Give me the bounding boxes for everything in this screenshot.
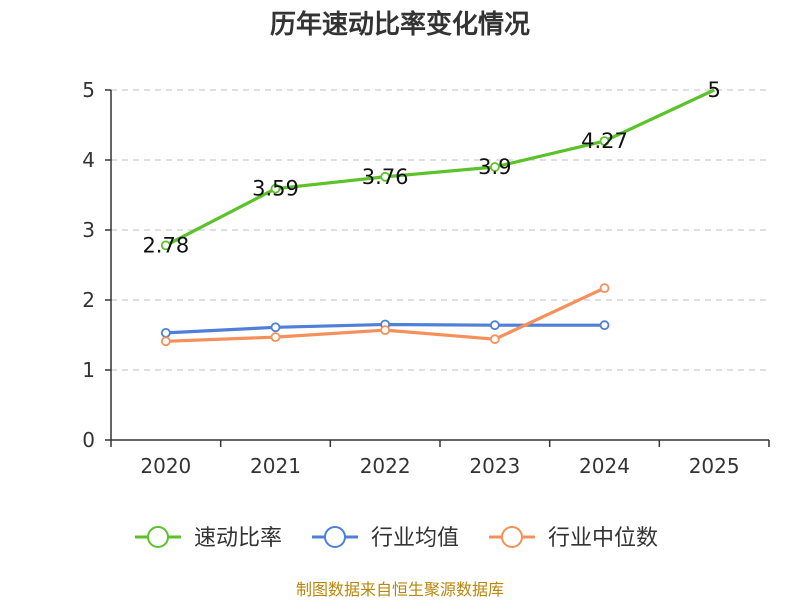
series-0-point — [270, 183, 281, 194]
series-2-point — [160, 336, 171, 347]
legend[interactable]: 速动比率 行业均值 行业中位数 — [135, 526, 658, 551]
series-2-point — [599, 283, 610, 294]
data-label: 3.59 — [252, 177, 299, 201]
y-tick-label: 1 — [82, 358, 95, 382]
y-tick-label: 0 — [82, 428, 95, 452]
x-tick-label: 2020 — [140, 454, 191, 478]
series-1-point — [599, 320, 610, 331]
series-2-point — [270, 332, 281, 343]
chart-title: 历年速动比率变化情况 — [270, 9, 530, 40]
x-tick-label: 2021 — [250, 454, 301, 478]
series-2-point — [489, 334, 500, 345]
data-label: 5 — [707, 78, 720, 102]
data-label: 3.9 — [478, 155, 511, 179]
y-tick-label: 5 — [82, 78, 95, 102]
data-label: 3.76 — [362, 165, 409, 189]
y-tick-label: 4 — [82, 148, 95, 172]
series-layer — [160, 88, 715, 347]
data-label: 4.27 — [581, 129, 628, 153]
series-0-point — [160, 240, 171, 251]
legend-item-2[interactable]: 行业中位数 — [489, 526, 658, 551]
series-1-point — [489, 320, 500, 331]
series-0-point — [380, 171, 391, 182]
legend-label: 行业均值 — [371, 526, 459, 551]
series-2-point — [380, 325, 391, 336]
legend-label: 行业中位数 — [548, 526, 658, 551]
legend-marker-icon — [324, 526, 346, 548]
y-tick-label: 2 — [82, 288, 95, 312]
series-1-point — [160, 327, 171, 338]
y-tick-label: 3 — [82, 218, 95, 242]
data-label: 2.78 — [142, 233, 189, 257]
grid — [111, 89, 769, 371]
legend-marker-icon — [501, 526, 523, 548]
x-tick-label: 2025 — [689, 454, 740, 478]
series-line-0 — [165, 88, 715, 247]
legend-label: 速动比率 — [194, 526, 282, 551]
legend-item-1[interactable]: 行业均值 — [312, 526, 459, 551]
series-0-point — [489, 162, 500, 172]
x-tick-label: 2023 — [469, 454, 520, 478]
series-1-point — [270, 322, 281, 333]
series-0-point — [599, 136, 610, 147]
x-tick-label: 2022 — [360, 454, 411, 478]
data-source-note: 制图数据来自恒生聚源数据库 — [296, 580, 504, 599]
axes: 0 1 2 3 4 5 2020 2021 2022 2023 2024 2025 — [82, 78, 770, 478]
legend-marker-icon — [147, 526, 169, 548]
data-labels: 2.78 3.59 3.76 3.9 4.27 5 — [142, 78, 720, 257]
x-tick-label: 2024 — [579, 454, 630, 478]
legend-item-0[interactable]: 速动比率 — [135, 526, 282, 551]
